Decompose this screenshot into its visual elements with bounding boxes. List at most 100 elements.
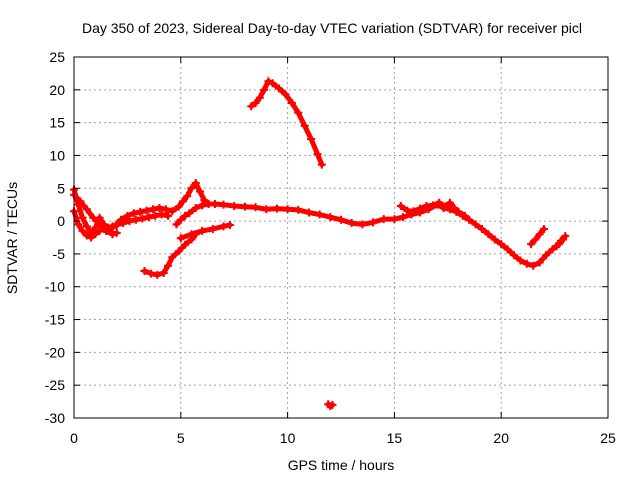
data-point <box>196 187 205 196</box>
series-late-segment <box>527 224 548 249</box>
series-main-trace <box>70 179 568 270</box>
data-point <box>272 204 281 213</box>
data-point <box>529 261 538 270</box>
data-point <box>416 204 425 213</box>
data-point <box>281 90 290 99</box>
x-tick-label: 5 <box>177 430 185 446</box>
data-point <box>428 201 437 210</box>
data-point <box>503 245 512 254</box>
data-point <box>219 200 228 209</box>
data-point <box>326 213 335 222</box>
data-point <box>304 208 313 217</box>
series-lower-branch <box>140 230 200 279</box>
data-point <box>157 210 166 219</box>
data-point <box>535 230 544 239</box>
data-point <box>129 209 138 218</box>
data-point <box>275 84 284 93</box>
series-line <box>71 180 566 269</box>
data-point <box>187 230 196 239</box>
series-upper-branch <box>70 190 121 239</box>
data-point <box>78 213 87 222</box>
x-tick-label: 15 <box>387 430 403 446</box>
data-point <box>527 240 536 249</box>
data-point <box>465 215 474 224</box>
data-point <box>294 205 303 214</box>
data-point <box>198 201 207 210</box>
data-point <box>454 207 463 216</box>
series-line <box>528 226 547 247</box>
data-point <box>450 203 459 212</box>
data-point <box>497 240 506 249</box>
y-tick-label: -15 <box>45 312 65 328</box>
y-tick-label: 10 <box>49 147 65 163</box>
data-point <box>358 220 367 229</box>
data-point <box>219 222 228 231</box>
data-point <box>294 108 303 117</box>
data-point <box>136 207 145 216</box>
data-point <box>151 211 160 220</box>
data-point <box>484 230 493 239</box>
data-point <box>163 211 172 220</box>
data-point <box>490 235 499 244</box>
x-tick-label: 20 <box>493 430 509 446</box>
data-point <box>131 215 140 224</box>
data-point <box>548 245 557 254</box>
data-point <box>185 209 194 218</box>
data-point <box>313 150 322 159</box>
series-second-receiver-block <box>396 198 469 220</box>
data-point <box>181 240 190 249</box>
data-point <box>178 197 187 206</box>
data-point <box>347 219 356 228</box>
data-point <box>168 253 177 262</box>
data-point <box>91 230 100 239</box>
y-tick-label: -30 <box>45 410 65 426</box>
data-point <box>76 197 85 206</box>
data-point <box>176 234 185 243</box>
data-point <box>82 205 91 214</box>
data-point <box>307 135 316 144</box>
series-late-segment-2 <box>552 232 570 251</box>
data-point <box>168 207 177 216</box>
y-tick-label: -20 <box>45 344 65 360</box>
data-point <box>198 226 207 235</box>
data-series <box>70 77 570 411</box>
y-tick-label: 20 <box>49 82 65 98</box>
data-point <box>552 242 561 251</box>
y-tick-label: -10 <box>45 279 65 295</box>
data-point <box>74 220 83 229</box>
data-point <box>435 198 444 207</box>
data-point <box>112 228 121 237</box>
series-mid-branch <box>172 200 213 229</box>
data-point <box>138 214 147 223</box>
data-point <box>283 205 292 214</box>
data-point <box>516 256 525 265</box>
y-tick-label: -5 <box>53 246 66 262</box>
data-point <box>172 220 181 229</box>
data-point <box>390 215 399 224</box>
data-point <box>183 192 192 201</box>
data-point <box>149 205 158 214</box>
data-point <box>251 98 260 107</box>
data-point <box>108 230 117 239</box>
data-point <box>144 213 153 222</box>
data-point <box>471 220 480 229</box>
series-upper-arc <box>247 77 326 169</box>
data-point <box>260 85 269 94</box>
data-point <box>119 219 128 228</box>
data-point <box>153 270 162 279</box>
x-tick-label: 10 <box>280 430 296 446</box>
x-tick-label: 0 <box>70 430 78 446</box>
data-point <box>191 179 200 188</box>
data-point <box>264 77 273 86</box>
grid <box>74 57 608 418</box>
x-axis-label: GPS time / hours <box>288 457 395 473</box>
data-point <box>300 121 309 130</box>
series-isolated-point <box>324 400 337 411</box>
data-point <box>522 259 531 268</box>
data-point <box>539 224 548 233</box>
data-point <box>510 251 519 260</box>
data-point <box>441 202 450 211</box>
data-point <box>409 207 418 216</box>
data-point <box>140 266 149 275</box>
